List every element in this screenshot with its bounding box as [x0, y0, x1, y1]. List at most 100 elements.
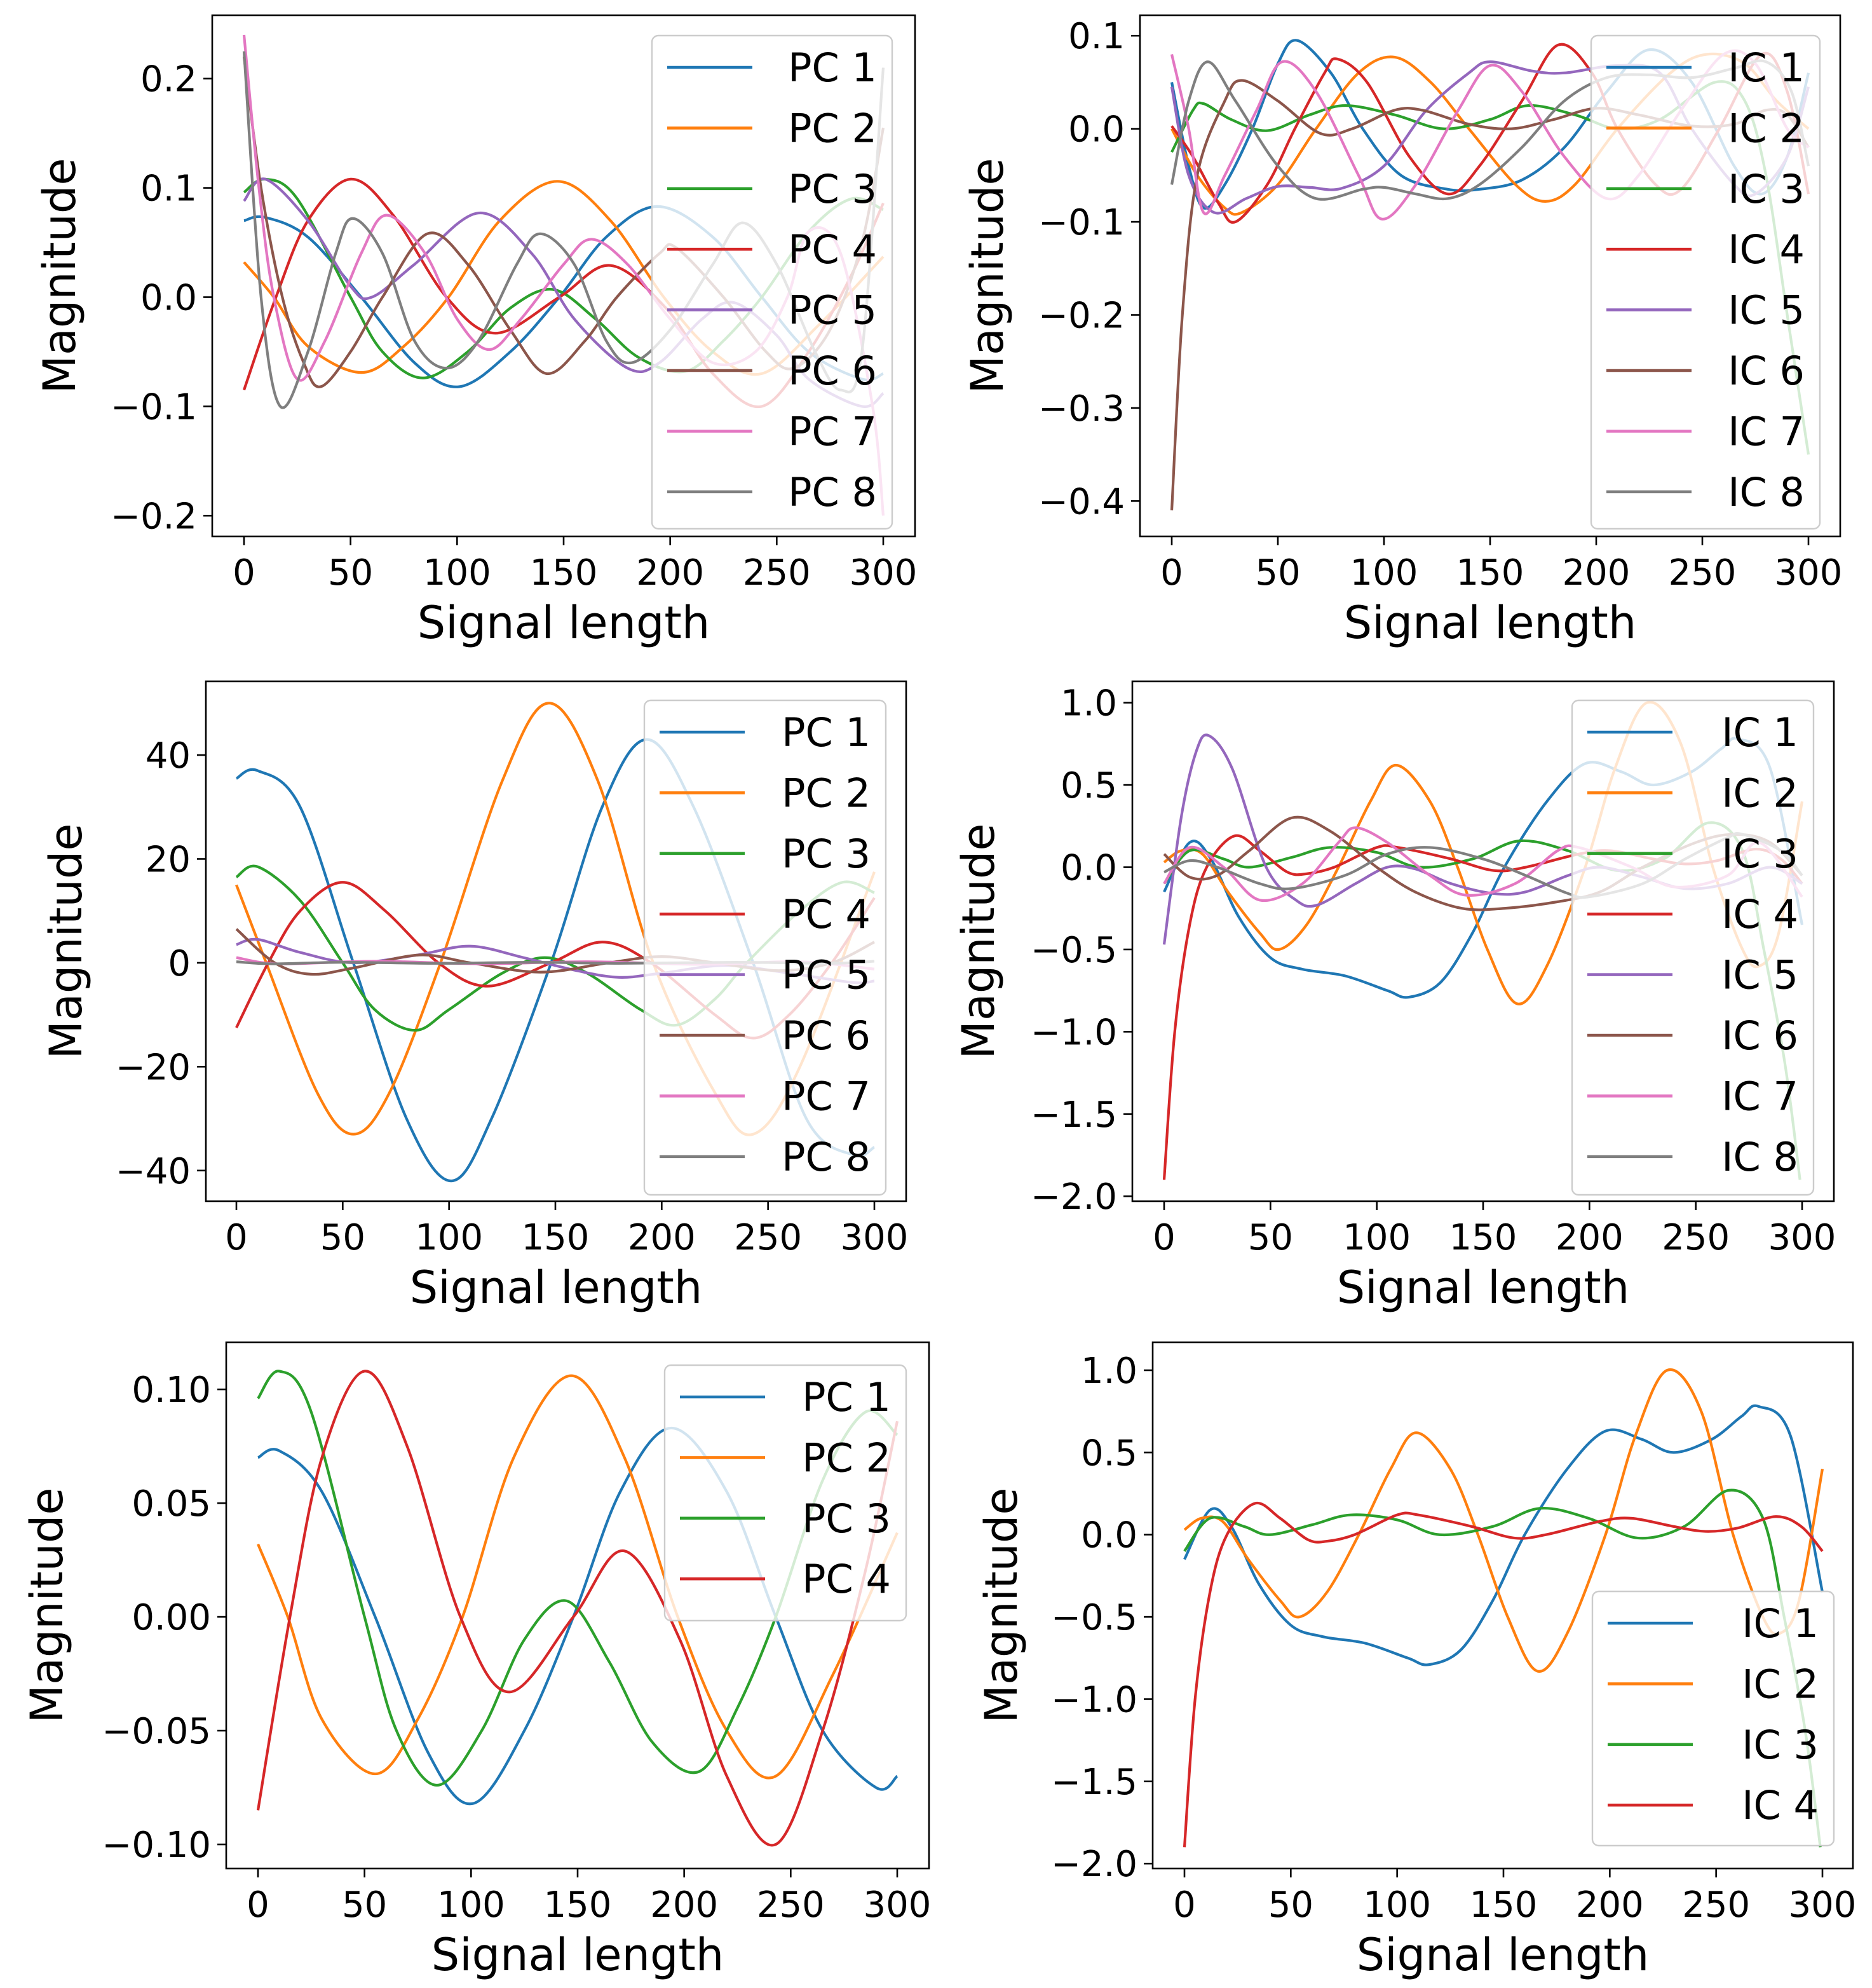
legend-label: PC 4	[802, 1556, 891, 1602]
y-tick-label: −0.3	[1038, 388, 1125, 430]
y-tick-label: −0.4	[1038, 481, 1125, 522]
x-tick-label: 150	[544, 1884, 612, 1926]
x-tick-label: 0	[1153, 1217, 1176, 1258]
x-tick-label: 300	[864, 1884, 932, 1926]
y-tick-label: 0.10	[132, 1370, 211, 1411]
legend-label: PC 8	[788, 469, 877, 515]
y-tick-label: 40	[146, 735, 191, 777]
y-tick-label: −0.5	[1051, 1597, 1137, 1638]
y-tick-label: −1.0	[1031, 1012, 1117, 1053]
y-tick-label: −40	[116, 1151, 191, 1192]
x-axis-label: Signal length	[410, 1262, 702, 1314]
x-axis-label: Signal length	[417, 597, 710, 649]
legend-label: IC 8	[1721, 1134, 1798, 1180]
legend-box	[643, 699, 887, 1196]
legend-label: IC 6	[1721, 1012, 1798, 1059]
x-tick-label: 300	[1768, 1217, 1836, 1258]
legend-label: PC 2	[802, 1434, 891, 1481]
y-tick-label: 0.0	[140, 278, 197, 319]
y-axis-label: Magnitude	[21, 1488, 73, 1724]
x-tick-label: 50	[1268, 1884, 1313, 1926]
legend-label: PC 1	[788, 44, 877, 91]
y-tick-label: 0.00	[132, 1597, 211, 1638]
x-axis-label: Signal length	[1357, 1929, 1649, 1981]
y-tick-label: 0.05	[132, 1483, 211, 1525]
y-tick-label: 1.0	[1061, 683, 1117, 725]
x-tick-label: 0	[233, 552, 255, 594]
y-tick-label: 0.5	[1061, 765, 1117, 807]
legend-label: PC 4	[788, 226, 877, 273]
series-line-ic-1	[1183, 1404, 1824, 1666]
x-tick-label: 150	[522, 1217, 590, 1258]
legend-label: IC 1	[1742, 1600, 1819, 1647]
legend-label: PC 6	[782, 1012, 871, 1059]
legend-label: IC 5	[1728, 287, 1805, 334]
legend-label: IC 1	[1728, 44, 1805, 91]
x-tick-label: 0	[225, 1217, 248, 1258]
x-tick-label: 0	[1173, 1884, 1196, 1926]
legend-box	[1571, 699, 1815, 1196]
y-tick-label: −2.0	[1051, 1844, 1137, 1885]
x-tick-label: 50	[1255, 552, 1300, 594]
x-tick-label: 100	[415, 1217, 483, 1258]
legend: PC 1 PC 2 PC 3 PC 4 PC 5 PC 6 PC 7 PC 8	[643, 699, 887, 1196]
legend-label: PC 7	[788, 408, 877, 454]
x-axis-label: Signal length	[1337, 1262, 1629, 1314]
subplot-ica-bottom: 0 50 100 150 200 250 300 −2.0 −1.5 −1.0 −0.5 0.0 0.5…	[975, 1341, 1857, 1981]
legend-label: IC 2	[1742, 1661, 1819, 1707]
x-tick-label: 150	[1470, 1884, 1538, 1926]
legend: IC 1 IC 2 IC 3 IC 4 IC 5 IC 6 IC 7 IC 8	[1571, 699, 1815, 1196]
x-axis-label: Signal length	[1344, 597, 1636, 649]
legend-label: IC 4	[1728, 226, 1805, 273]
series-line-pc-4	[256, 1370, 899, 1847]
legend-label: IC 5	[1721, 952, 1798, 998]
y-tick-label: −1.0	[1051, 1679, 1137, 1720]
y-tick-label: −1.5	[1031, 1094, 1117, 1136]
y-tick-label: −0.2	[111, 496, 197, 537]
y-axis-label: Magnitude	[953, 824, 1005, 1059]
legend-label: PC 3	[788, 166, 877, 212]
y-tick-label: 0.0	[1081, 1515, 1137, 1556]
legend-label: IC 8	[1728, 469, 1805, 515]
y-tick-label: 0	[168, 943, 191, 984]
y-tick-label: −0.1	[1038, 202, 1125, 243]
x-tick-label: 250	[1682, 1884, 1750, 1926]
subplot-ica-middle: 0 50 100 150 200 250 300 −2.0 −1.5 −1.0 −0.5 0.0 0.5…	[953, 680, 1836, 1314]
legend-label: IC 1	[1721, 709, 1798, 756]
subplot-pca-bottom: 0 50 100 150 200 250 300 −0.10 −0.05 0.00 0.05 0.10…	[21, 1341, 932, 1981]
y-tick-label: 0.0	[1068, 109, 1125, 151]
x-tick-label: 50	[1248, 1217, 1293, 1258]
legend-label: PC 8	[782, 1134, 871, 1180]
legend-label: PC 4	[782, 891, 871, 937]
x-tick-label: 300	[850, 552, 918, 594]
subplot-pca-top: 0 50 100 150 200 250 300 −0.2 −0.1 0.0 0.1 0.2 Signa…	[34, 14, 918, 649]
legend-label: IC 4	[1721, 891, 1798, 937]
y-axis-label: Magnitude	[40, 824, 92, 1059]
legend-label: IC 2	[1728, 105, 1805, 151]
y-tick-label: −0.1	[111, 386, 197, 428]
x-tick-label: 100	[1363, 1884, 1431, 1926]
legend-label: PC 5	[788, 287, 877, 334]
y-tick-label: −0.05	[102, 1711, 211, 1752]
series-line-ic-4	[1183, 1501, 1824, 1848]
y-axis-label: Magnitude	[975, 1488, 1028, 1724]
x-tick-label: 150	[1449, 1217, 1517, 1258]
y-tick-label: 1.0	[1081, 1351, 1137, 1392]
y-tick-label: 0.5	[1081, 1433, 1137, 1474]
legend-label: IC 7	[1721, 1073, 1798, 1119]
x-tick-label: 200	[1563, 552, 1631, 594]
x-tick-label: 150	[1456, 552, 1524, 594]
legend-label: PC 1	[782, 709, 871, 756]
x-tick-label: 250	[734, 1217, 802, 1258]
legend-label: IC 3	[1742, 1722, 1819, 1768]
x-tick-label: 0	[247, 1884, 269, 1926]
x-tick-label: 250	[743, 552, 811, 594]
legend-label: PC 3	[782, 831, 871, 877]
x-tick-label: 100	[423, 552, 491, 594]
legend-label: IC 3	[1721, 831, 1798, 877]
y-tick-label: −20	[116, 1047, 191, 1088]
y-tick-label: −0.10	[102, 1825, 211, 1866]
x-tick-label: 100	[437, 1884, 505, 1926]
x-tick-label: 300	[1789, 1884, 1857, 1926]
